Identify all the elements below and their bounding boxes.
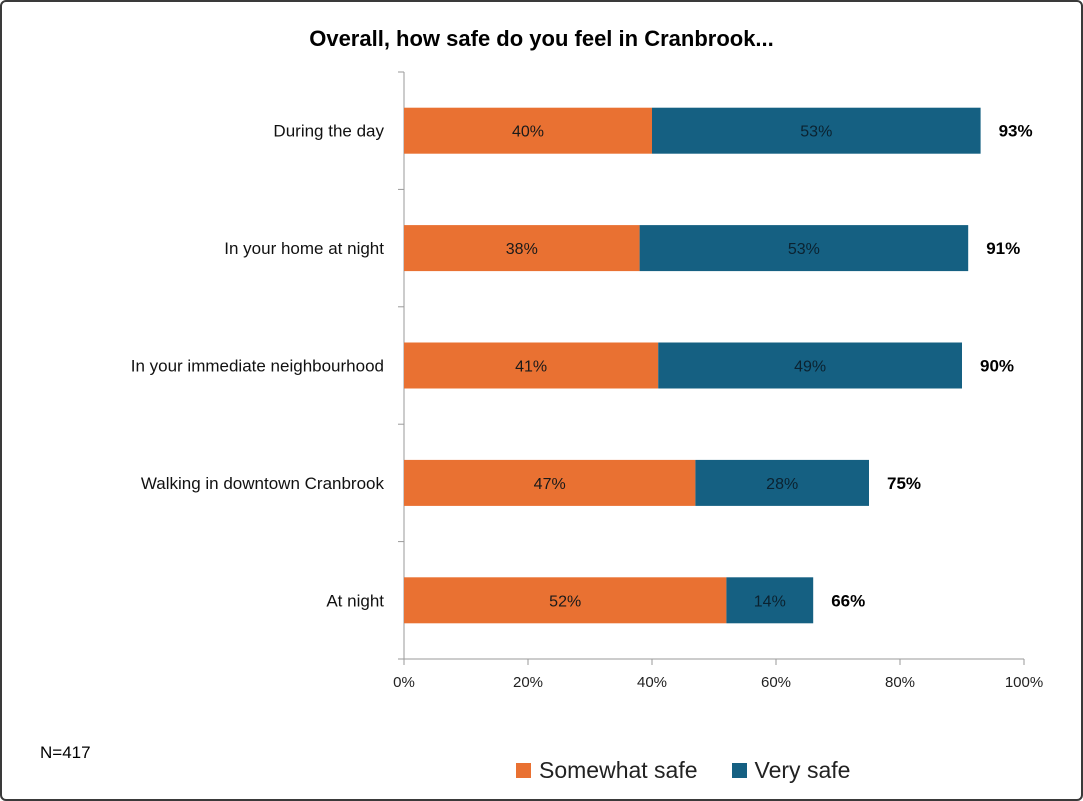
category-label: Walking in downtown Cranbrook [141,474,385,493]
total-label: 91% [986,239,1020,258]
legend-label-somewhat-safe: Somewhat safe [539,757,698,783]
category-label: In your home at night [224,239,384,258]
data-label-somewhat-safe: 41% [515,359,547,376]
sample-size-note: N=417 [40,743,91,762]
data-label-very-safe: 49% [794,359,826,376]
bar-somewhat-safe [404,577,727,624]
data-label-somewhat-safe: 52% [549,593,581,610]
total-label: 90% [980,357,1014,376]
bar-somewhat-safe [404,107,652,154]
data-label-very-safe: 53% [788,241,820,258]
data-label-very-safe: 53% [800,124,832,141]
category-label: In your immediate neighbourhood [131,357,384,376]
total-label: 75% [887,474,921,493]
chart-title: Overall, how safe do you feel in Cranbro… [309,26,774,51]
legend-label-very-safe: Very safe [754,757,851,783]
total-label: 66% [831,591,865,610]
legend-swatch-somewhat-safe [516,763,531,778]
x-tick-label: 40% [637,674,667,691]
data-label-somewhat-safe: 47% [534,476,566,493]
category-label: During the day [273,122,384,141]
legend-item-very-safe: Very safe [731,757,851,784]
x-tick-label: 20% [513,674,543,691]
legend-item-somewhat-safe: Somewhat safe [516,757,698,784]
bar-somewhat-safe [404,225,640,272]
bar-somewhat-safe [404,342,659,389]
data-label-somewhat-safe: 38% [506,241,538,258]
x-tick-label: 60% [761,674,791,691]
data-label-somewhat-safe: 40% [512,124,544,141]
x-tick-label: 80% [885,674,915,691]
total-label: 93% [999,122,1033,141]
data-label-very-safe: 28% [766,476,798,493]
x-tick-label: 100% [1005,674,1043,691]
data-label-very-safe: 14% [754,593,786,610]
bar-very-safe [658,342,962,389]
bar-very-safe [726,577,814,624]
bar-very-safe [652,107,981,154]
bar-very-safe [639,225,969,272]
x-tick-label: 0% [393,674,415,691]
chart-legend: Somewhat safe Very safe [516,757,850,784]
category-label: At night [326,591,384,610]
bar-somewhat-safe [404,459,696,506]
legend-swatch-very-safe [731,763,747,778]
bar-very-safe [695,459,869,506]
